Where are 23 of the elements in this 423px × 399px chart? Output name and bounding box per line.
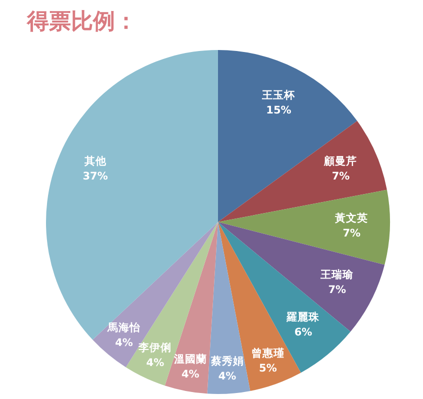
data-label: 5% [259,362,278,374]
data-label: 6% [294,326,313,339]
slice-label: 溫國蘭 [172,352,207,366]
slice-label: 顧曼芹 [323,154,358,168]
data-label: 4% [181,368,200,380]
slice-label: 蔡秀娟 [210,354,244,368]
slice-label: 馬海怡 [106,321,142,334]
data-label: 4% [146,356,165,369]
slice-label: 黃文英 [334,212,368,225]
data-label: 7% [342,228,362,240]
chart-title: 得票比例： [26,10,137,34]
data-label: 4% [115,337,134,350]
data-label: 7% [328,284,347,296]
data-label: 37% [82,170,108,182]
slice-label: 王玉杯 [261,88,296,102]
slice-label: 羅麗珠 [286,310,321,324]
data-label: 15% [266,104,292,116]
slice-label: 其他 [83,154,108,168]
data-label: 7% [332,170,350,182]
slice-label: 曾惠瑾 [251,346,284,360]
data-label: 4% [218,370,237,383]
slice-label: 王瑞瑜 [320,268,355,282]
slice-label: 李伊俐 [138,340,172,354]
